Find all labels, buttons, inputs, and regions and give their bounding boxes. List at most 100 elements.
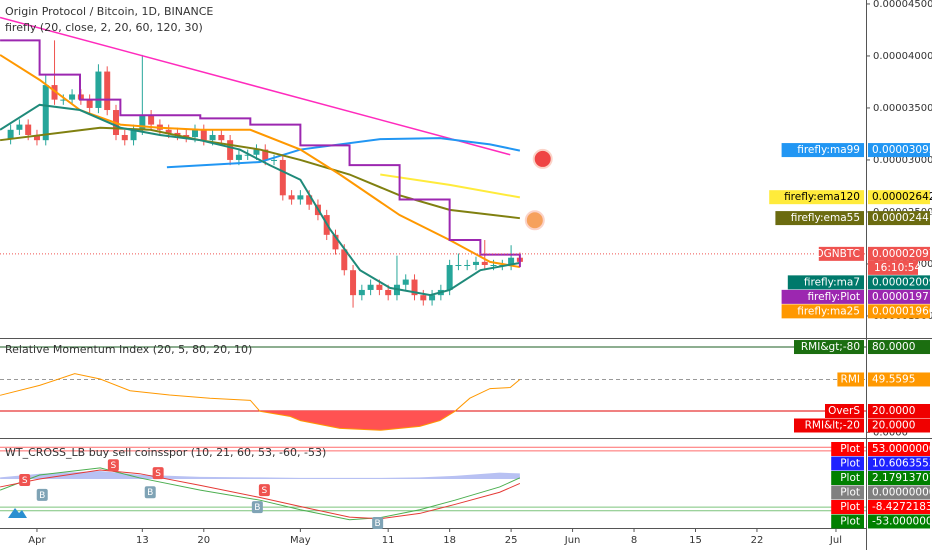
indicator-title: Relative Momentum Index (20, 5, 80, 20, … (5, 343, 252, 356)
candle-body (358, 289, 365, 296)
signal-label: B (39, 491, 45, 501)
tag-value-box (868, 372, 930, 387)
candle-body (60, 99, 67, 101)
candle-body (209, 134, 216, 141)
tag-value-box (868, 211, 930, 226)
candle-body (446, 264, 453, 290)
candle-body (464, 264, 471, 266)
tag-value: 2.17913707 (872, 472, 932, 484)
area (0, 471, 520, 479)
candle-body (385, 289, 392, 296)
countdown: 16:10:54 (874, 262, 921, 274)
tag-value: 0.00003095 (872, 144, 932, 156)
tag-value-box (868, 304, 930, 319)
candle-body (332, 234, 339, 250)
logo-icon[interactable] (8, 508, 27, 518)
candle-body (33, 134, 40, 141)
tag-name: Plot (840, 458, 860, 470)
signal-label: S (22, 476, 28, 486)
tag-value-box (868, 275, 930, 290)
tag-name-box (837, 372, 864, 387)
tag-name-box (831, 514, 864, 529)
signal-box (251, 501, 263, 514)
tag-value: 0.00002097 (872, 248, 932, 260)
candle-body (130, 129, 137, 141)
tag-value-box (868, 403, 930, 418)
candle-body (279, 159, 286, 196)
tag-name: OGNBTC (815, 248, 860, 260)
logo[interactable] (8, 508, 27, 518)
chart-title: Origin Protocol / Bitcoin, 1D, BINANCE (5, 5, 213, 18)
tag-value: 0.00001971 (872, 291, 932, 303)
candle-body (455, 264, 462, 266)
tag-value-box (868, 246, 930, 261)
candle-body (253, 149, 260, 155)
tag-value: 10.60635537 (872, 458, 932, 470)
candle-body (481, 261, 488, 265)
candle-body (376, 284, 383, 290)
candle-body (341, 249, 348, 271)
candle-body (139, 115, 146, 130)
y-tick-label: 0.0000 (873, 427, 908, 438)
x-tick-label: 8 (631, 535, 637, 546)
y-tick-label: 0.00003500 (873, 103, 932, 114)
signal-label: S (110, 461, 116, 471)
x-tick-label: 15 (689, 535, 702, 546)
candle-body (420, 295, 427, 301)
signal-box (19, 474, 31, 487)
tag-name: Plot (840, 472, 860, 484)
tag-name: Plot (840, 443, 860, 455)
tag-name: OverS (828, 405, 860, 417)
tag-name: firefly:Plot (807, 291, 860, 303)
tag-name-box (831, 485, 864, 500)
candle-body (411, 279, 418, 296)
tag-value: 80.0000 (872, 341, 915, 353)
tag-value: 0.00002642 (872, 191, 932, 203)
tag-value-box (868, 485, 930, 500)
tag-name: firefly:ma25 (797, 305, 860, 317)
signal-label: B (375, 519, 381, 529)
series-line (380, 173, 521, 199)
y-tick-label: 0.00004500 (873, 0, 932, 10)
tag-name-box (781, 304, 864, 319)
candle-body (165, 129, 172, 133)
signal-box (372, 516, 384, 529)
tag-value: 20.0000 (872, 419, 915, 431)
x-tick-label: 18 (443, 535, 456, 546)
candle-body (121, 134, 128, 141)
tag-value: 20.0000 (872, 405, 915, 417)
signal-box (258, 484, 270, 497)
candle-body (472, 261, 479, 265)
tag-name: RMI (841, 373, 860, 385)
tag-value: 53.00000000 (872, 443, 932, 455)
series-line (0, 467, 521, 521)
candle-body (200, 129, 207, 141)
tag-name-box (781, 143, 864, 158)
indicator-title: firefly (20, close, 2, 20, 60, 120, 30) (5, 21, 203, 34)
signal-box (36, 488, 48, 501)
x-tick-label: 13 (136, 535, 149, 546)
tag-name-box (825, 403, 864, 418)
candle-body (148, 115, 155, 125)
y-tick-label: 0.00003000 (873, 155, 932, 166)
tag-name-box (781, 289, 864, 304)
candle-body (271, 159, 278, 161)
signal-marker (532, 148, 553, 169)
tag-name: firefly:ma7 (804, 276, 860, 288)
candle-body (192, 129, 199, 138)
x-tick-label: 25 (505, 535, 518, 546)
tag-value-box (868, 143, 930, 158)
tag-name-box (831, 471, 864, 485)
candle-body (244, 154, 251, 156)
series-line (0, 39, 521, 268)
candle-body (262, 149, 269, 160)
tag-name: RMI&gt;-80 (801, 341, 860, 353)
candle-body (402, 279, 409, 285)
tag-name-box (769, 190, 864, 205)
time-box (868, 260, 918, 275)
series-line (0, 103, 521, 297)
candle-body (51, 85, 58, 100)
